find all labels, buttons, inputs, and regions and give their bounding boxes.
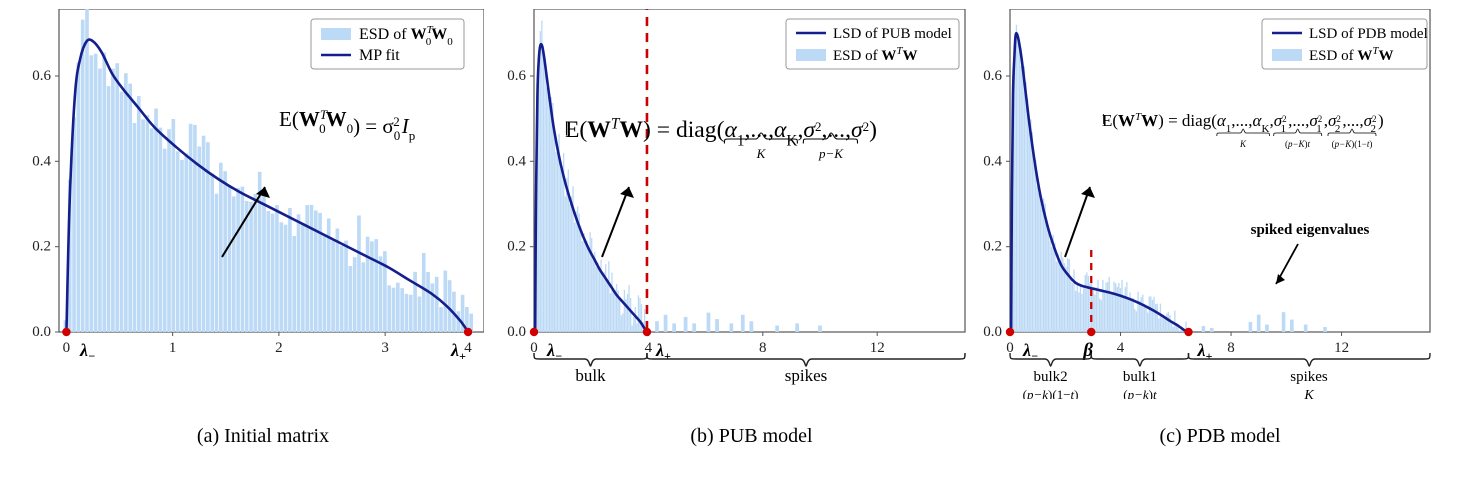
svg-text:8: 8 [759, 340, 767, 356]
svg-text:4: 4 [1117, 340, 1125, 356]
svg-text:bulk2: bulk2 [1034, 369, 1068, 385]
svg-text:λ−: λ− [79, 340, 95, 363]
svg-text:0.0: 0.0 [32, 324, 51, 340]
svg-text:0.6: 0.6 [32, 68, 51, 84]
svg-text:ESD of WTW: ESD of WTW [833, 45, 917, 64]
svg-text:0: 0 [63, 340, 71, 356]
svg-text:(p−K)t: (p−K)t [1285, 139, 1311, 149]
svg-text:LSD of PDB model: LSD of PDB model [1309, 26, 1428, 42]
svg-text:0.2: 0.2 [983, 239, 1002, 255]
svg-text:(p−K)(1−t): (p−K)(1−t) [1332, 139, 1373, 149]
svg-text:0.0: 0.0 [507, 324, 526, 340]
svg-text:0.4: 0.4 [983, 153, 1002, 169]
svg-text:0.4: 0.4 [32, 153, 51, 169]
svg-text:0.2: 0.2 [507, 239, 526, 255]
svg-text:3: 3 [381, 340, 389, 356]
svg-text:K: K [756, 146, 767, 161]
svg-text:LSD of PUB model: LSD of PUB model [833, 26, 952, 42]
svg-text:0.4: 0.4 [507, 153, 526, 169]
svg-text:8: 8 [1227, 340, 1235, 356]
svg-text:ESD of WTW: ESD of WTW [1309, 45, 1393, 64]
svg-text:0.0: 0.0 [983, 324, 1002, 340]
svg-text:(p−k)t: (p−k)t [1123, 387, 1157, 399]
svg-text:bulk1: bulk1 [1123, 369, 1157, 385]
svg-text:K: K [1239, 139, 1247, 149]
svg-text:4: 4 [645, 340, 653, 356]
svg-text:0.6: 0.6 [983, 68, 1002, 84]
svg-text:E(WTW) = diag(α1,...,αK,σ21,..: E(WTW) = diag(α1,...,αK,σ2 1 ,...,σ2 1 ,σ2 2,… [1102, 111, 1384, 135]
svg-text:12: 12 [870, 340, 885, 356]
svg-text:(p−k)(1−t): (p−k)(1−t) [1023, 387, 1079, 399]
svg-text:bulk: bulk [575, 366, 606, 385]
svg-text:spikes: spikes [1290, 369, 1328, 385]
svg-text:E(WTW) = diag(α1,...,αK,σ2,...: E(WTW) = diag(α1,...,αK,σ2,...,σ2) [565, 116, 877, 150]
svg-text:spikes: spikes [785, 366, 828, 385]
svg-text:p−K: p−K [818, 146, 844, 161]
svg-text:0.6: 0.6 [507, 68, 526, 84]
svg-text:12: 12 [1334, 340, 1349, 356]
svg-text:1: 1 [169, 340, 177, 356]
svg-text:spiked eigenvalues: spiked eigenvalues [1251, 222, 1370, 238]
svg-text:2: 2 [275, 340, 283, 356]
svg-text:K: K [1303, 388, 1314, 399]
svg-text:0.2: 0.2 [32, 239, 51, 255]
svg-text:MP fit: MP fit [359, 47, 400, 64]
